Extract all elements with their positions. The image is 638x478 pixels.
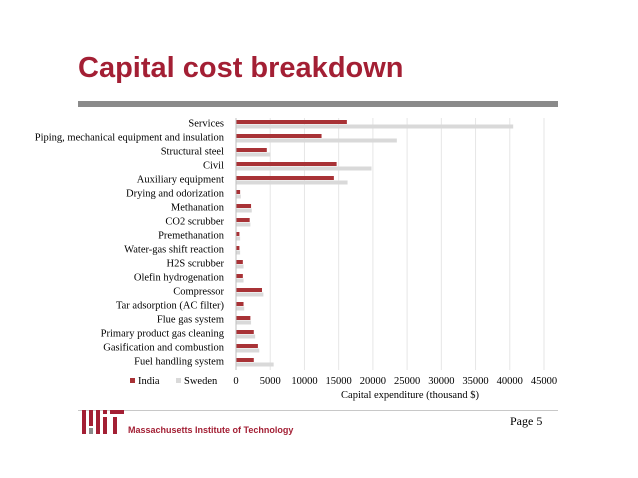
bar-sweden xyxy=(236,124,514,129)
bar-india xyxy=(236,218,250,222)
category-label: Civil xyxy=(203,161,224,172)
bar-sweden xyxy=(236,292,264,297)
bar-sweden xyxy=(236,236,241,241)
category-label: Water-gas shift reaction xyxy=(124,245,225,256)
bar-sweden xyxy=(236,194,241,199)
footer-rule xyxy=(78,410,558,411)
bar-sweden xyxy=(236,264,244,269)
bar-india xyxy=(236,204,252,208)
bar-sweden xyxy=(236,320,252,325)
bar-sweden xyxy=(236,250,241,255)
legend-swatch-india xyxy=(130,378,135,383)
bar-sweden xyxy=(236,166,372,171)
x-tick-label: 10000 xyxy=(291,376,317,387)
category-label: Auxiliary equipment xyxy=(137,175,224,186)
legend-label-sweden: Sweden xyxy=(184,376,218,387)
x-tick-label: 0 xyxy=(233,376,238,387)
bar-india xyxy=(236,176,334,180)
category-label: Compressor xyxy=(173,287,224,298)
category-label: Gasification and combustion xyxy=(103,343,224,354)
bar-sweden xyxy=(236,152,271,157)
bar-india xyxy=(236,246,240,250)
bar-india xyxy=(236,302,244,306)
page-number: Page 5 xyxy=(510,414,543,428)
category-label: Services xyxy=(188,119,224,130)
category-label: CO2 scrubber xyxy=(165,217,224,228)
bar-india xyxy=(236,260,243,264)
category-label: Premethanation xyxy=(158,231,225,242)
bar-sweden xyxy=(236,306,245,311)
bar-india xyxy=(236,120,347,124)
x-tick-label: 30000 xyxy=(428,376,454,387)
x-tick-label: 35000 xyxy=(462,376,488,387)
x-axis-label: Capital expenditure (thousand $) xyxy=(341,390,479,401)
category-label: Olefin hydrogenation xyxy=(134,273,225,284)
category-label: Fuel handling system xyxy=(134,357,224,368)
bar-india xyxy=(236,358,254,362)
mit-logo xyxy=(82,410,124,434)
x-tick-label: 45000 xyxy=(531,376,557,387)
category-label: Drying and odorization xyxy=(126,189,225,200)
category-label: Methanation xyxy=(171,203,225,214)
category-label: Flue gas system xyxy=(157,315,224,326)
mit-logo-text: Massachusetts Institute of Technology xyxy=(128,425,294,435)
x-tick-label: 25000 xyxy=(394,376,420,387)
capital-cost-chart: Services Piping, mechanical equipment and… xyxy=(35,118,557,401)
title-rule xyxy=(78,101,558,107)
category-label: H2S scrubber xyxy=(167,259,225,270)
x-tick-label: 40000 xyxy=(497,376,523,387)
slide-title: Capital cost breakdown xyxy=(78,52,404,84)
legend-swatch-sweden xyxy=(176,378,181,383)
category-label: Tar adsorption (AC filter) xyxy=(116,301,225,312)
category-label: Structural steel xyxy=(161,147,224,158)
category-label: Piping, mechanical equipment and insulat… xyxy=(35,133,225,144)
bar-sweden xyxy=(236,278,244,283)
bar-sweden xyxy=(236,348,260,353)
x-tick-label: 15000 xyxy=(326,376,352,387)
bar-sweden xyxy=(236,208,252,213)
bar-sweden xyxy=(236,362,274,367)
bar-sweden xyxy=(236,334,256,339)
bar-india xyxy=(236,134,322,138)
bar-india xyxy=(236,344,258,348)
legend-label-india: India xyxy=(138,376,160,387)
bar-india xyxy=(236,190,241,194)
bar-india xyxy=(236,232,240,236)
x-tick-label: 5000 xyxy=(260,376,281,387)
bar-sweden xyxy=(236,180,348,185)
bar-india xyxy=(236,288,263,292)
bar-india xyxy=(236,274,243,278)
bar-sweden xyxy=(236,138,397,143)
bar-india xyxy=(236,148,267,152)
x-tick-label: 20000 xyxy=(360,376,386,387)
category-label: Primary product gas cleaning xyxy=(101,329,225,340)
bar-india xyxy=(236,162,337,166)
bar-india xyxy=(236,330,254,334)
bar-sweden xyxy=(236,222,251,227)
bar-india xyxy=(236,316,251,320)
